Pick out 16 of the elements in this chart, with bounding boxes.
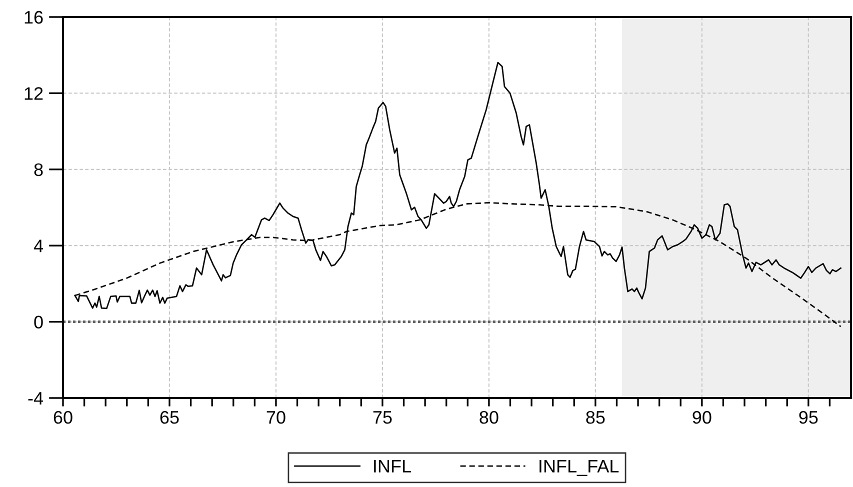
x-tick-label: 65 <box>160 410 179 424</box>
y-tick-label: -4 <box>28 392 44 405</box>
legend-label: INFL <box>374 460 411 472</box>
x-tick-label: 85 <box>586 410 605 424</box>
x-tick-label: 95 <box>799 410 818 424</box>
y-tick-label: 12 <box>24 87 43 100</box>
legend-label: INFL_FAL <box>540 460 619 476</box>
y-tick-label: 16 <box>24 10 43 24</box>
x-tick-label: 90 <box>692 410 712 424</box>
y-tick-label: 4 <box>34 240 44 252</box>
y-tick-label: 8 <box>34 163 43 176</box>
x-tick-label: 60 <box>54 410 72 424</box>
x-tick-label: 80 <box>480 410 498 424</box>
x-tick-label: 75 <box>373 411 392 424</box>
x-tick-label: 70 <box>266 410 286 424</box>
y-tick-label: 0 <box>34 316 43 329</box>
